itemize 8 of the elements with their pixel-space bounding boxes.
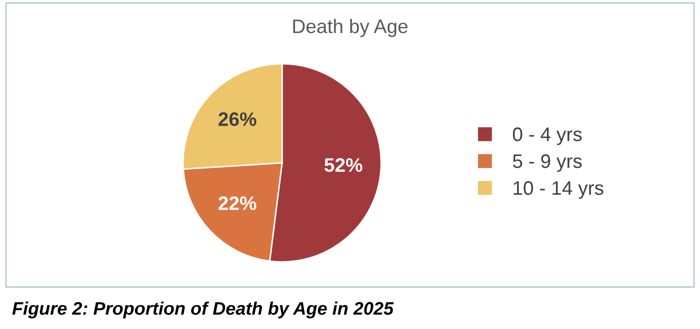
data-label: 26% bbox=[218, 112, 256, 126]
legend-label: 5 - 9 yrs bbox=[512, 154, 582, 172]
chart-title: Death by Age bbox=[293, 18, 408, 38]
legend-label: 10 - 14 yrs bbox=[514, 181, 604, 199]
legend-label: 0 - 4 yrs bbox=[512, 127, 582, 146]
data-label: 52% bbox=[324, 158, 362, 172]
caption: Figure 2: Proportion of Death by Age in 2025 bbox=[12, 302, 394, 318]
data-label: 22% bbox=[218, 196, 256, 210]
